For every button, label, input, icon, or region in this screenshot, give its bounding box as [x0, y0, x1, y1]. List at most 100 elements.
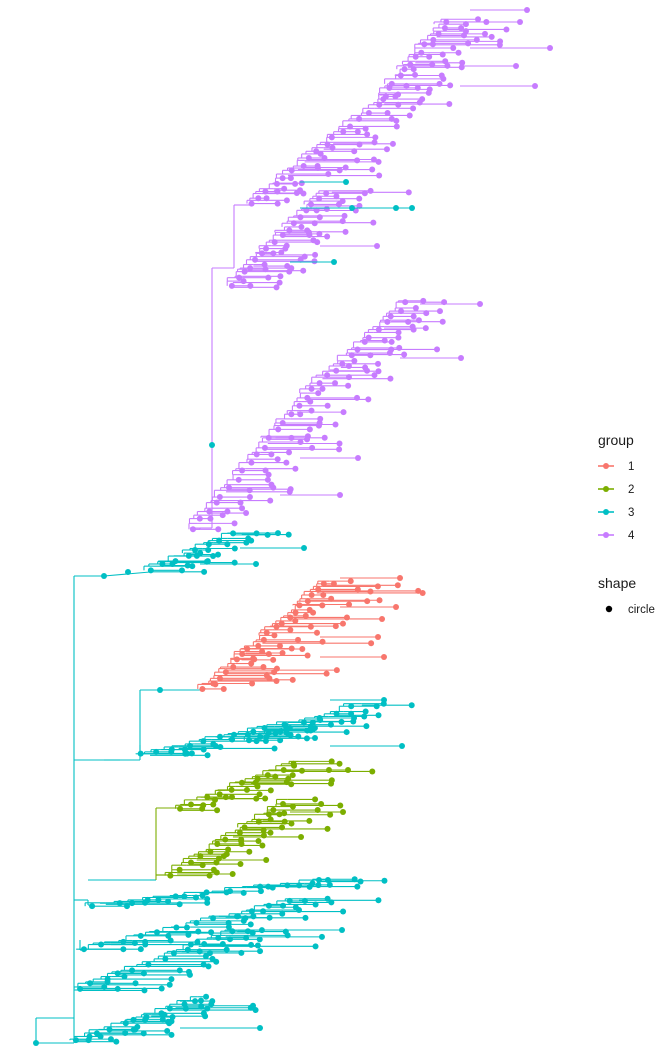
tip-point-group-4: [365, 396, 372, 403]
tip-point-group-3: [165, 932, 172, 939]
tip-point-group-4: [311, 258, 318, 265]
tip-point-group-4: [410, 313, 417, 320]
tip-point-group-4: [323, 205, 330, 212]
legend-item-4: 4: [598, 530, 635, 542]
tip-point-group-4: [340, 409, 347, 416]
tip-point-group-4: [412, 304, 419, 311]
tip-point-group-4: [292, 465, 299, 472]
tip-point-group-4: [342, 228, 349, 235]
tip-point-group-3: [166, 981, 173, 988]
tip-point-group-4: [381, 337, 388, 344]
tip-point-group-4: [292, 180, 299, 187]
tip-point-group-1: [330, 580, 337, 587]
tip-point-group-1: [287, 626, 294, 633]
tip-point-group-4: [371, 372, 378, 379]
tip-point-group-4: [362, 125, 369, 132]
tip-point-group-1: [273, 678, 280, 685]
tip-point-group-4: [426, 86, 433, 93]
tip-point-group-4: [273, 284, 280, 291]
tip-point-group-4: [329, 144, 336, 151]
tip-point-group-2: [289, 772, 296, 779]
tip-point-group-4: [389, 140, 396, 147]
tip-point-group-4: [419, 96, 426, 103]
tip-point-group-3: [326, 881, 333, 888]
tip-point-group-1: [368, 640, 375, 647]
tip-point-group-1: [288, 645, 295, 652]
tip-point-group-4: [314, 163, 321, 170]
tip-point-group-4: [450, 45, 457, 52]
tip-point-group-4: [319, 385, 326, 392]
tip-point-group-4: [283, 459, 290, 466]
tip-point-group-4: [345, 382, 352, 389]
tip-point-group-1: [394, 582, 401, 589]
tip-point-group-2: [223, 851, 230, 858]
tip-point-group-1: [249, 680, 256, 687]
tip-point-group-4: [351, 357, 358, 364]
tip-point-group-3: [302, 914, 309, 921]
tip-point-group-4: [268, 481, 275, 488]
tip-point-group-4: [321, 434, 328, 441]
tip-point-group-4: [395, 329, 402, 336]
tip-point-group-3: [195, 928, 202, 935]
tip-point-group-4: [372, 134, 379, 141]
tip-point-group-4: [422, 325, 429, 332]
tip-point-group-2: [328, 777, 335, 784]
tip-point-group-3: [375, 712, 382, 719]
tip-point-group-2: [306, 817, 313, 824]
tip-point-group-3: [204, 558, 211, 565]
tip-point-group-2: [260, 827, 267, 834]
tip-point-group-3: [285, 531, 292, 538]
tip-point-group-3: [205, 546, 212, 553]
tip-point-group-4: [332, 380, 339, 387]
tip-point-group-3: [185, 968, 192, 975]
tip-point-group-4: [370, 219, 377, 226]
tip-point-group-2: [267, 816, 274, 823]
tip-point-group-2: [246, 848, 253, 855]
legend-item-1: 1: [598, 461, 634, 473]
tip-point-group-4: [297, 411, 304, 418]
tip-point-group-4: [356, 141, 363, 148]
tip-point-group-2: [263, 857, 270, 864]
tip-point-group-4: [243, 510, 250, 517]
tip-point-group-2: [336, 760, 343, 767]
tip-point-group-3: [187, 941, 194, 948]
tip-point-group-3: [327, 721, 334, 728]
tip-point-group-1: [295, 636, 302, 643]
tip-point-group-3: [164, 1027, 171, 1034]
tip-point-group-4: [277, 273, 284, 280]
tip-point-group-4: [342, 164, 349, 171]
tip-point-group-3: [158, 985, 165, 992]
tip-point-group-3: [189, 563, 196, 570]
legend-item-3: 3: [598, 507, 634, 519]
tip-point-group-3: [249, 930, 256, 937]
tip-point-group-4: [317, 415, 324, 422]
tip-point-group-3: [208, 929, 215, 936]
tip-point-group-2: [222, 794, 229, 801]
legend-key-dot-4: [603, 532, 609, 538]
tip-point-group-4: [265, 471, 272, 478]
tip-point-group-3: [340, 908, 347, 915]
tip-point-group-4: [356, 195, 363, 202]
tip-point-group-4: [283, 197, 290, 204]
tip-point-group-4: [426, 53, 433, 60]
tip-point-group-4: [388, 338, 395, 345]
tip-point-group-1: [339, 620, 346, 627]
tip-point-group-3: [256, 936, 263, 943]
tip-point-group-3: [324, 895, 331, 902]
legend-shape-title: shape: [598, 575, 636, 591]
tip-point-group-3: [209, 442, 215, 448]
tip-point-group-4: [375, 368, 382, 375]
tip-point-group-1: [343, 614, 350, 621]
tip-point-group-4: [351, 148, 358, 155]
tip-point-group-4: [409, 323, 416, 330]
tip-point-group-4: [473, 36, 480, 43]
tip-point-group-4: [354, 394, 361, 401]
tip-point-group-1: [374, 583, 381, 590]
tip-point-group-3: [209, 998, 216, 1005]
tip-point-group-1: [332, 623, 339, 630]
tip-point-group-3: [408, 702, 415, 709]
tip-point-group-1: [248, 660, 255, 667]
tip-point-group-3: [257, 888, 264, 895]
tip-point-group-4: [383, 146, 390, 153]
